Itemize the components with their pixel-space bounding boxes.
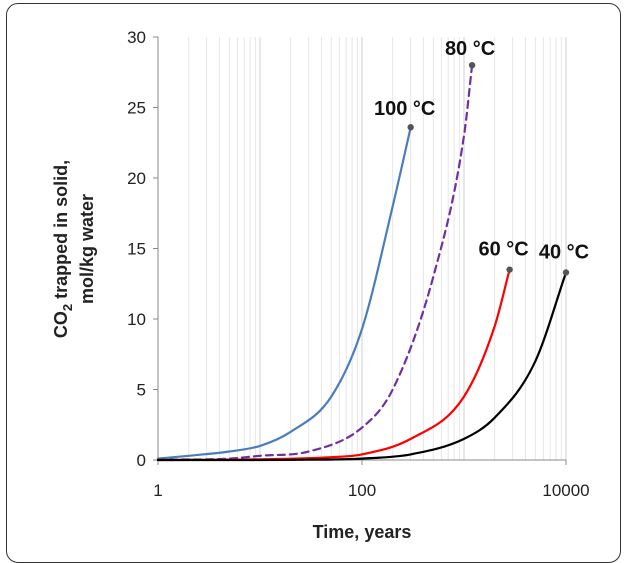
x-tick-label: 100 [348, 481, 376, 500]
y-tick-label: 0 [137, 451, 146, 470]
series-line [156, 271, 568, 462]
y-tick-labels: 0 5 10 15 20 25 30 [127, 28, 158, 470]
figure-frame [6, 3, 621, 563]
series-end-marker [468, 61, 476, 69]
series-line [156, 64, 474, 461]
series-end-label: 40 °C [539, 241, 589, 263]
x-tick-label: 10000 [542, 481, 589, 500]
series-end-marker [407, 124, 414, 131]
series-line [156, 268, 511, 462]
co2-trapping-chart: 0 5 10 15 20 25 30 1 100 10000 100 °C 80 °C 60 °C 4… [51, 28, 590, 542]
x-tick-label: 1 [153, 481, 162, 500]
series-end-marker [506, 266, 513, 273]
series-end-labels: 100 °C 80 °C 60 °C 40 °C [374, 38, 589, 263]
series-end-label: 80 °C [445, 38, 495, 60]
series-line [156, 126, 412, 460]
y-axis-title-line2: mol/kg water [77, 194, 97, 304]
y-tick-label: 15 [127, 240, 146, 259]
series-end-label: 60 °C [478, 239, 528, 261]
x-tick-labels: 1 100 10000 [153, 460, 590, 500]
series-lines [156, 64, 568, 462]
y-tick-label: 20 [127, 169, 146, 188]
y-tick-label: 30 [127, 28, 146, 47]
y-axis-title-line1: CO2 trapped in solid, [51, 160, 75, 338]
series-end-markers [407, 61, 570, 276]
series-end-marker [562, 269, 570, 276]
series-end-label: 100 °C [374, 98, 435, 120]
y-tick-label: 5 [137, 381, 146, 400]
x-axis-title: Time, years [313, 522, 412, 542]
y-tick-label: 10 [127, 310, 146, 329]
y-tick-label: 25 [127, 99, 146, 118]
